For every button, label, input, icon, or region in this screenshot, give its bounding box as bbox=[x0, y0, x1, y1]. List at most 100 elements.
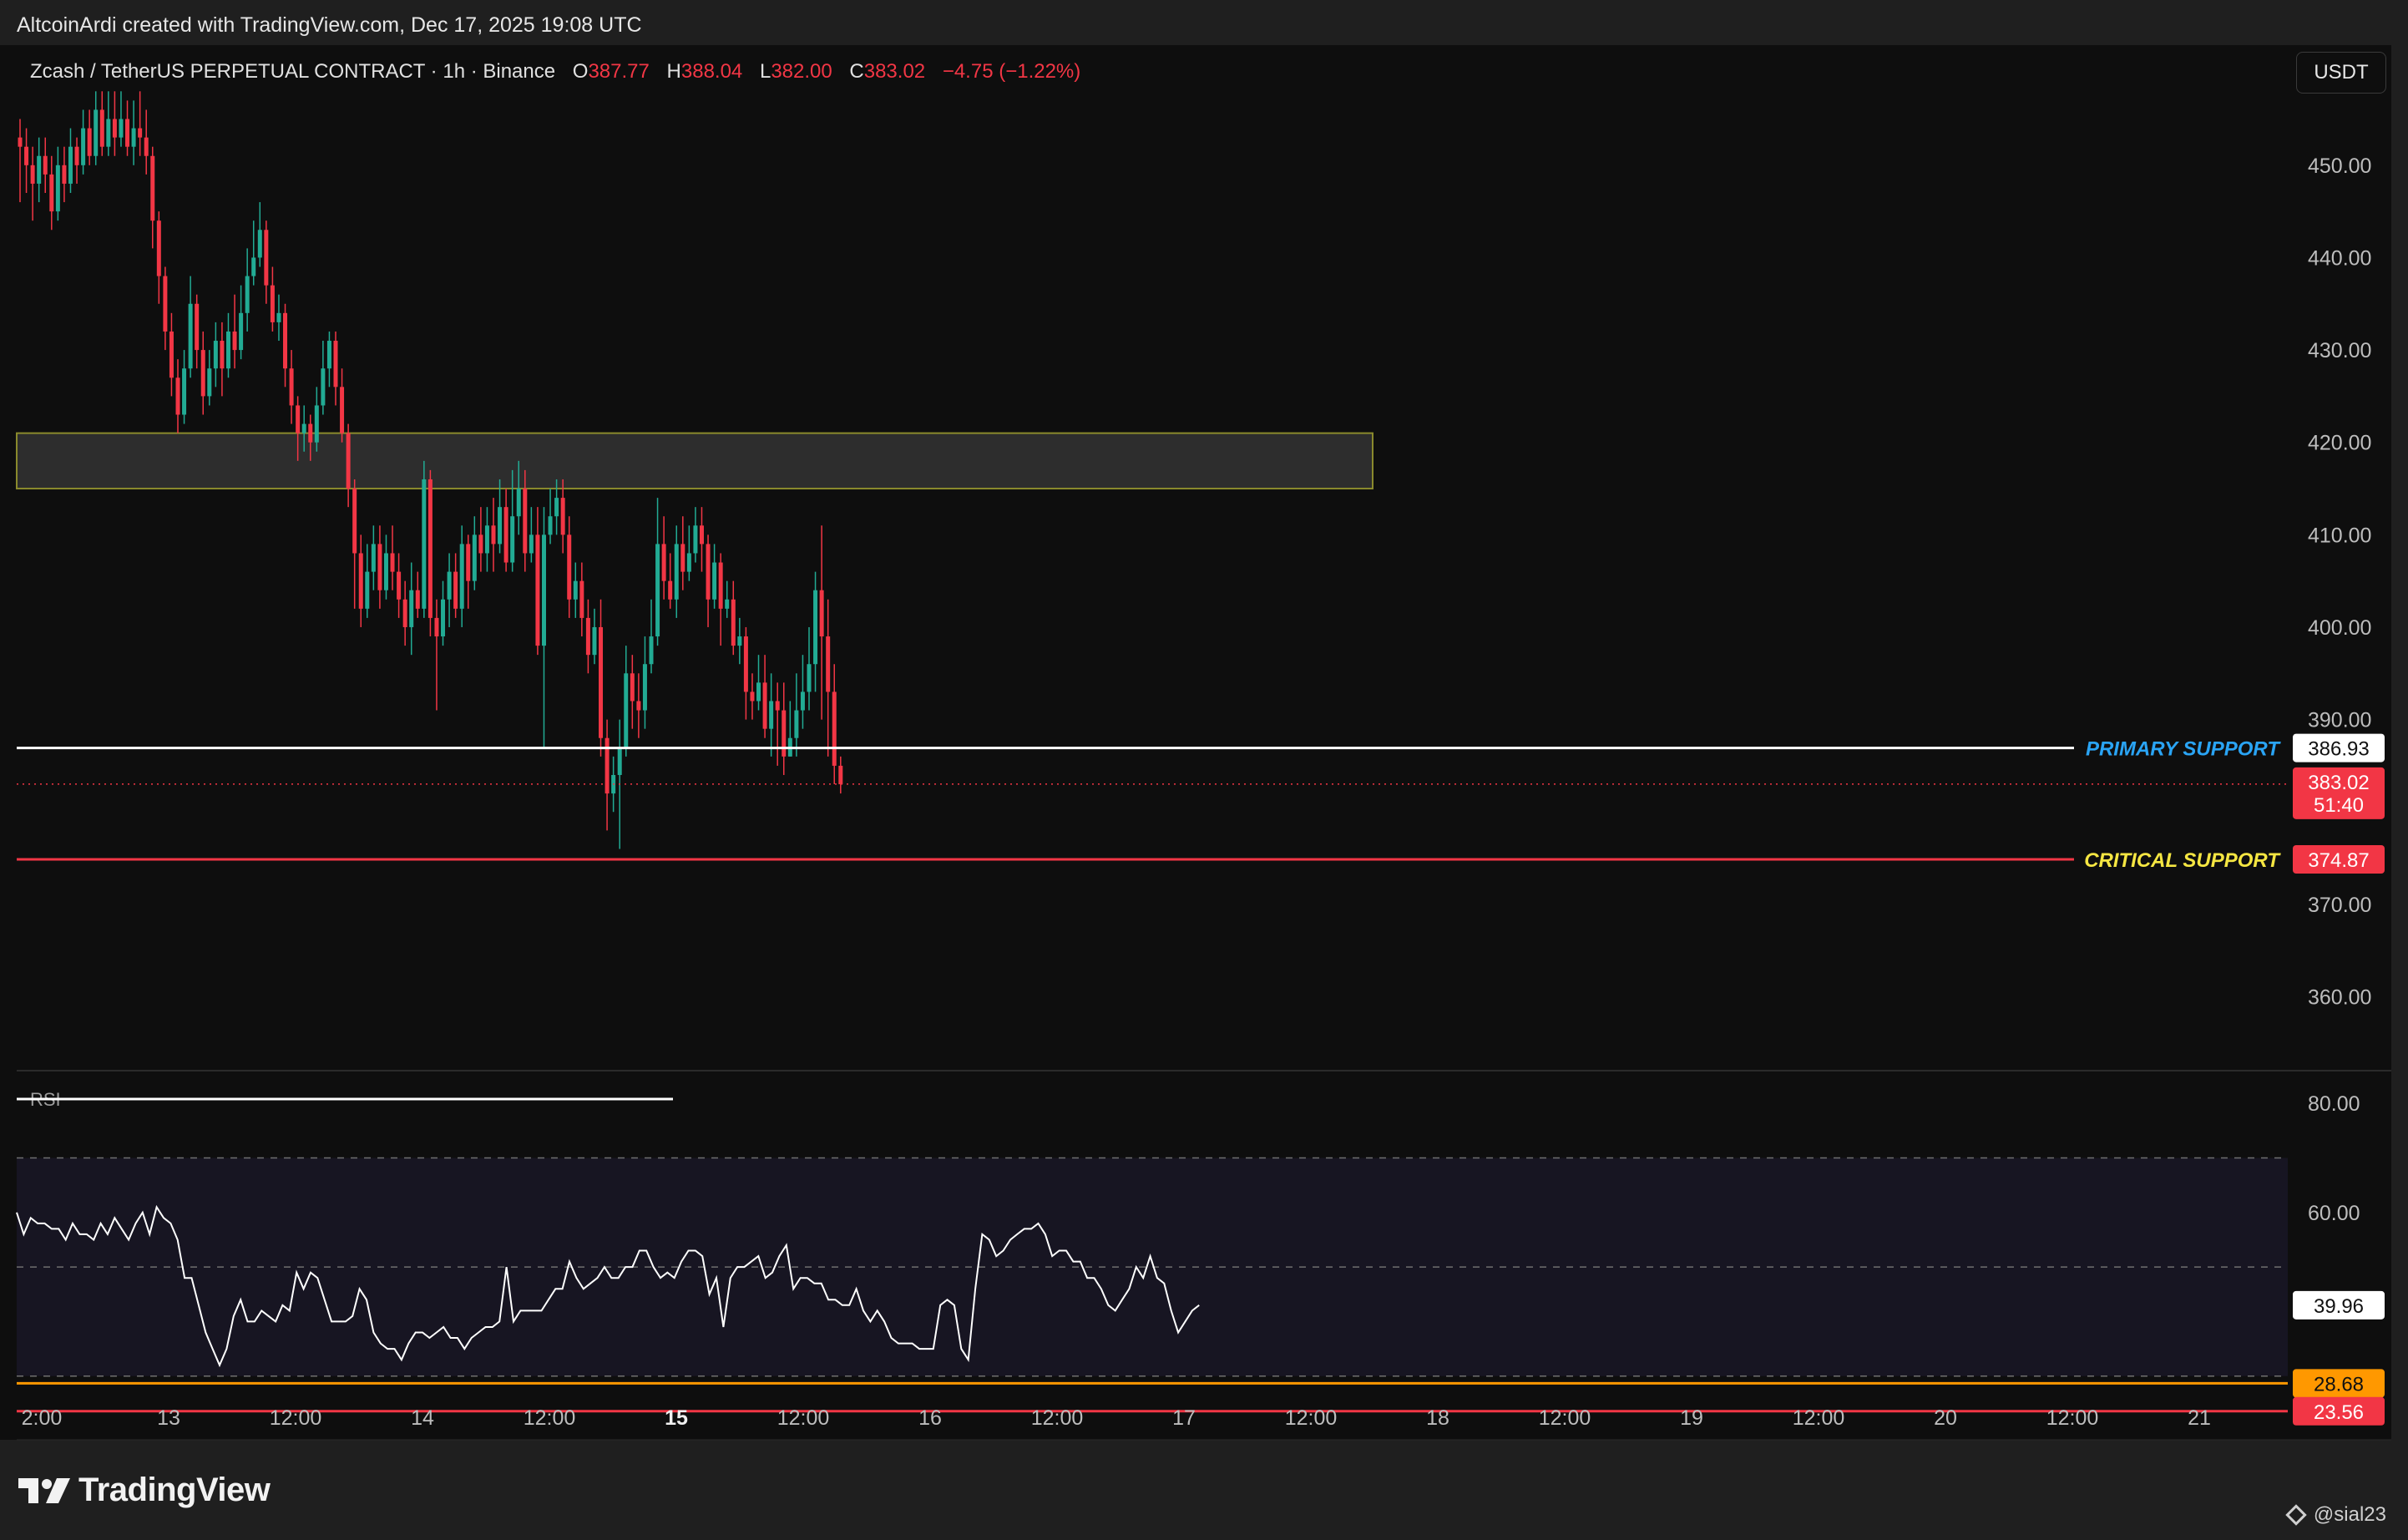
candle-body bbox=[371, 544, 376, 572]
currency-unit-button[interactable]: USDT bbox=[2296, 52, 2386, 94]
rsi-orange-badge-text: 28.68 bbox=[2314, 1373, 2364, 1396]
primary-support-label: PRIMARY SUPPORT bbox=[2086, 738, 2281, 761]
candle-body bbox=[642, 664, 647, 711]
time-tick-label: 17 bbox=[1172, 1406, 1196, 1430]
candle-body bbox=[762, 682, 767, 729]
candle-body bbox=[782, 710, 787, 757]
close-value: 383.02 bbox=[864, 60, 925, 83]
rsi-line bbox=[16, 1204, 1200, 1368]
candle-body bbox=[535, 534, 540, 646]
candle-body bbox=[686, 553, 691, 572]
candle-body bbox=[283, 312, 288, 369]
candle-body bbox=[693, 525, 698, 554]
candle-body bbox=[523, 489, 528, 554]
candle-body bbox=[554, 498, 559, 517]
critical-support-label: CRITICAL SUPPORT bbox=[2084, 849, 2281, 872]
candle-body bbox=[150, 155, 155, 221]
candle-body bbox=[251, 257, 256, 276]
time-tick-label: 21 bbox=[2188, 1406, 2211, 1430]
candle-body bbox=[377, 544, 382, 590]
price-tick-label: 390.00 bbox=[2308, 709, 2371, 732]
candles-layer bbox=[18, 91, 843, 849]
candle-body bbox=[548, 516, 553, 535]
candle-body bbox=[352, 489, 357, 554]
resistance-zone bbox=[16, 432, 1373, 490]
candle-body bbox=[491, 525, 496, 545]
price-tick-label: 410.00 bbox=[2308, 524, 2371, 547]
candle-body bbox=[649, 636, 654, 665]
candle-body bbox=[87, 128, 92, 156]
candle-body bbox=[68, 146, 73, 184]
candle-body bbox=[599, 626, 604, 738]
candle-body bbox=[81, 128, 86, 165]
candle-body bbox=[775, 701, 780, 711]
candle-body bbox=[605, 737, 610, 794]
time-tick-label: 16 bbox=[918, 1406, 942, 1430]
candle-body bbox=[207, 368, 212, 397]
candle-body bbox=[289, 368, 294, 406]
candle-body bbox=[30, 165, 35, 184]
candle-body bbox=[74, 146, 79, 165]
candle-body bbox=[49, 174, 54, 212]
candle-body bbox=[24, 146, 29, 165]
candle-body bbox=[498, 507, 503, 545]
candle-body bbox=[472, 534, 477, 581]
rsi-red-badge-text: 23.56 bbox=[2314, 1401, 2364, 1424]
candle-body bbox=[529, 534, 534, 554]
candle-body bbox=[245, 276, 250, 313]
candle-body bbox=[37, 155, 42, 184]
candle-body bbox=[699, 525, 704, 545]
candle-body bbox=[743, 636, 748, 692]
candle-body bbox=[427, 479, 433, 618]
price-tick-label: 430.00 bbox=[2308, 339, 2371, 362]
critical-support-badge bbox=[2293, 844, 2385, 874]
tradingview-wordmark: TradingView bbox=[78, 1472, 271, 1508]
rsi-current-badge bbox=[2293, 1290, 2385, 1320]
candle-body bbox=[43, 155, 48, 175]
candle-body bbox=[390, 553, 395, 572]
candle-body bbox=[220, 341, 225, 369]
candle-body bbox=[144, 137, 149, 156]
candle-body bbox=[188, 303, 193, 369]
time-tick-label: 12:00 bbox=[524, 1406, 576, 1430]
top-bar: AltcoinArdi created with TradingView.com… bbox=[0, 0, 2408, 47]
rsi-red-badge bbox=[2293, 1396, 2385, 1426]
price-tick-label: 440.00 bbox=[2308, 246, 2371, 270]
candle-body bbox=[832, 691, 837, 766]
price-tick-label: 360.00 bbox=[2308, 985, 2371, 1009]
time-axis: 2:00 13 12:00 14 12:00 15 12:00 16 12:00 17 12:00 1… bbox=[22, 1406, 2211, 1430]
primary-support-badge bbox=[2293, 733, 2385, 762]
time-tick-label: 12:00 bbox=[2046, 1406, 2099, 1430]
rsi-orange-badge bbox=[2293, 1369, 2385, 1398]
support-levels-layer: PRIMARY SUPPORT 386.93 CRITICAL SUPPORT 374… bbox=[17, 733, 2385, 874]
candle-body bbox=[441, 599, 446, 637]
tradingview-logo[interactable]: TradingView bbox=[18, 1472, 271, 1509]
tradingview-logo-icon bbox=[18, 1477, 70, 1503]
candle-body bbox=[630, 673, 635, 702]
candle-body bbox=[62, 165, 67, 184]
candle-body bbox=[270, 285, 275, 322]
candle-body bbox=[769, 701, 774, 729]
candle-body bbox=[125, 119, 130, 147]
candle-body bbox=[264, 230, 269, 286]
candle-body bbox=[346, 433, 351, 489]
candle-body bbox=[106, 119, 111, 147]
chart-background bbox=[0, 45, 2391, 1440]
candle-body bbox=[232, 331, 237, 351]
candle-body bbox=[712, 562, 717, 600]
candle-body bbox=[560, 498, 565, 535]
low-label: L bbox=[760, 60, 771, 83]
countdown-text: 51:40 bbox=[2314, 794, 2364, 817]
publisher-handle[interactable]: @sial23 bbox=[2285, 1503, 2386, 1527]
open-label: O bbox=[573, 60, 589, 83]
candle-body bbox=[213, 341, 218, 369]
symbol-title: Zcash / TetherUS PERPETUAL CONTRACT · 1h… bbox=[30, 60, 1080, 83]
candle-body bbox=[794, 710, 799, 738]
candle-body bbox=[131, 128, 136, 147]
candle-body bbox=[447, 571, 452, 600]
candle-body bbox=[718, 562, 723, 609]
candle-body bbox=[321, 368, 326, 406]
candle-body bbox=[453, 571, 458, 609]
candle-body bbox=[573, 580, 578, 600]
